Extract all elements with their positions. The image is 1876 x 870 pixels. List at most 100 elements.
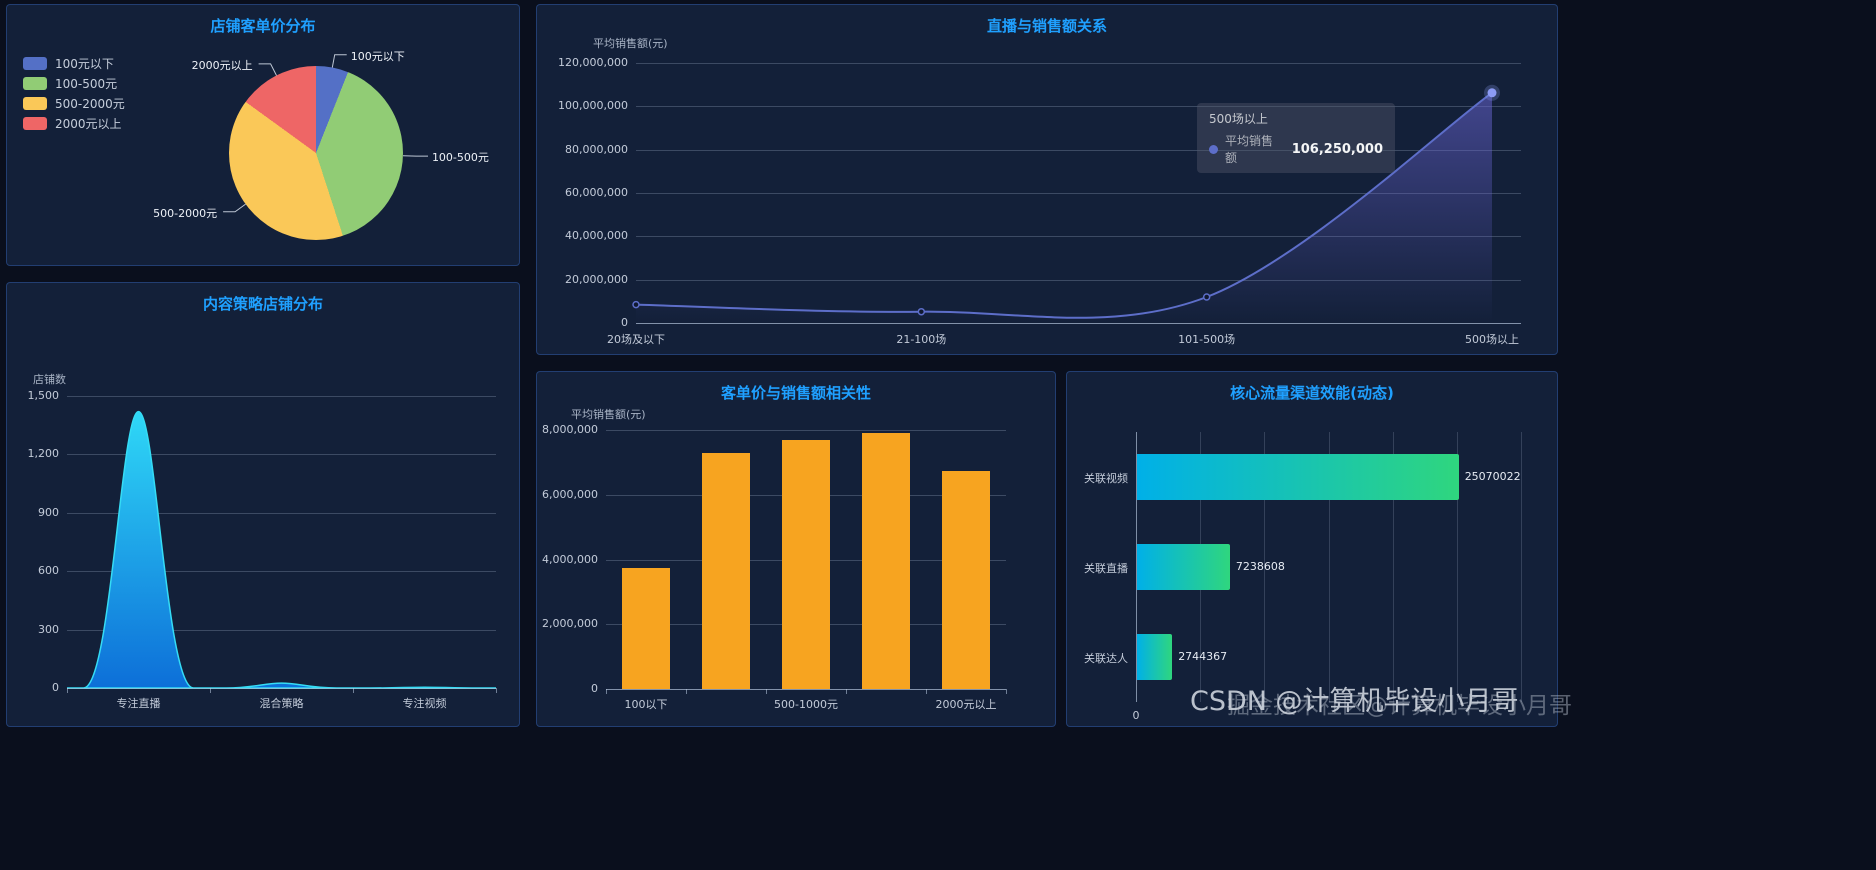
axis-tick bbox=[496, 688, 497, 693]
y-axis-name: 店铺数 bbox=[33, 373, 66, 386]
chart-title: 客单价与销售额相关性 bbox=[720, 384, 871, 402]
y-axis-tick-label: 2,000,000 bbox=[542, 617, 598, 631]
y-axis-tick-label: 300 bbox=[38, 622, 59, 636]
legend-item[interactable]: 100元以下 bbox=[23, 53, 125, 73]
x-axis-tick-label: 100以下 bbox=[624, 698, 668, 711]
chart-title: 直播与销售额关系 bbox=[986, 17, 1107, 35]
chart-title: 内容策略店铺分布 bbox=[202, 295, 323, 313]
axis-tick bbox=[686, 689, 687, 694]
panel-traffic-channel-bars: 核心流量渠道效能(动态) 0 关联视频 25070022 关联直播 7238608 关联达… bbox=[1066, 371, 1558, 727]
legend-item[interactable]: 100-500元 bbox=[23, 73, 125, 93]
bar[interactable] bbox=[1137, 544, 1230, 590]
legend-label: 500-2000元 bbox=[55, 96, 125, 111]
gridline bbox=[1456, 432, 1458, 702]
tooltip-category: 500场以上 bbox=[1209, 112, 1268, 126]
x-axis-tick-label: 混合策略 bbox=[259, 697, 304, 710]
watermark-csdn: CSDN @计算机毕设小月哥 bbox=[1190, 686, 1519, 717]
y-axis-line bbox=[1136, 432, 1137, 702]
pie-slice-label: 100-500元 bbox=[431, 151, 489, 165]
legend-swatch-icon bbox=[23, 96, 47, 110]
x-axis-line bbox=[636, 323, 1521, 324]
y-axis-tick-label: 100,000,000 bbox=[558, 99, 628, 113]
y-axis-tick-label: 1,500 bbox=[27, 389, 60, 402]
y-axis-tick-label: 0 bbox=[591, 682, 598, 695]
y-axis-tick-label: 0 bbox=[621, 316, 628, 329]
panel-content-strategy: 内容策略店铺分布 店铺数 0 300 600 900 1,200 1,500 专注直播 混合策… bbox=[6, 282, 520, 727]
bar[interactable] bbox=[622, 567, 670, 689]
y-axis-tick-label: 40,000,000 bbox=[565, 229, 628, 243]
gridline bbox=[1264, 432, 1266, 702]
y-axis-tick-label: 6,000,000 bbox=[542, 487, 598, 501]
gridline bbox=[1521, 432, 1522, 702]
legend-label: 100元以下 bbox=[55, 56, 114, 71]
x-axis-tick-label: 21-100场 bbox=[896, 333, 947, 346]
y-axis-tick-label: 900 bbox=[38, 505, 59, 519]
series-marker-icon bbox=[1209, 144, 1218, 154]
y-axis-tick-label: 0 bbox=[52, 681, 59, 694]
chart-title: 店铺客单价分布 bbox=[210, 17, 316, 35]
gridline bbox=[67, 454, 496, 456]
bar[interactable] bbox=[702, 452, 750, 689]
y-axis-name: 平均销售额(元) bbox=[571, 408, 646, 421]
y-axis-tick-label: 20,000,000 bbox=[565, 272, 628, 286]
legend-swatch-icon bbox=[23, 56, 47, 70]
x-axis-tick-label: 2000元以上 bbox=[935, 698, 997, 711]
bar[interactable] bbox=[1137, 454, 1459, 500]
pie-slice-label: 100元以下 bbox=[350, 49, 405, 63]
gridline bbox=[1328, 432, 1330, 702]
tooltip-value: 106,250,000 bbox=[1291, 141, 1383, 157]
bar[interactable] bbox=[862, 433, 910, 689]
legend: 100元以下 100-500元 500-2000元 2000元以上 bbox=[23, 53, 125, 133]
gridline bbox=[636, 236, 1521, 238]
line-chart-canvas bbox=[632, 84, 1500, 323]
legend-item[interactable]: 2000元以上 bbox=[23, 113, 125, 133]
area-series[interactable] bbox=[67, 410, 496, 689]
x-axis-tick-label: 500-1000元 bbox=[774, 698, 838, 711]
gridline bbox=[636, 193, 1521, 194]
panel-customer-price-pie: 店铺客单价分布 100元以下 100-500元 500-2000元 2000元以上 1… bbox=[6, 4, 520, 266]
category-label: 关联视频 bbox=[1084, 472, 1128, 485]
category-label: 关联达人 bbox=[1084, 652, 1128, 665]
pie-slice-label: 2000元以上 bbox=[191, 58, 253, 72]
legend-swatch-icon bbox=[23, 116, 47, 130]
y-axis-tick-label: 80,000,000 bbox=[565, 142, 628, 156]
gridline bbox=[636, 63, 1521, 64]
y-axis-tick-label: 8,000,000 bbox=[542, 423, 598, 436]
legend-swatch-icon bbox=[23, 76, 47, 90]
gridline bbox=[1392, 432, 1394, 702]
pie-chart[interactable] bbox=[229, 66, 403, 240]
x-axis-tick-label: 专注直播 bbox=[116, 697, 161, 710]
bar-value-label: 25070022 bbox=[1464, 470, 1521, 483]
bar[interactable] bbox=[782, 439, 830, 689]
bar[interactable] bbox=[942, 470, 990, 689]
bar[interactable] bbox=[1137, 634, 1173, 680]
x-axis-tick-label: 0 bbox=[1132, 709, 1140, 722]
legend-label: 100-500元 bbox=[55, 76, 118, 91]
gridline bbox=[67, 396, 496, 397]
area-chart-canvas bbox=[67, 410, 496, 689]
pie-slice-label: 500-2000元 bbox=[153, 206, 218, 220]
x-axis-tick-label: 500场以上 bbox=[1465, 333, 1519, 346]
x-axis-tick-label: 专注视频 bbox=[402, 697, 447, 710]
gridline bbox=[67, 629, 496, 631]
gridline bbox=[636, 279, 1521, 281]
axis-tick bbox=[846, 689, 847, 694]
y-axis-tick-label: 4,000,000 bbox=[542, 552, 598, 566]
axis-tick bbox=[766, 689, 767, 694]
y-axis-tick-label: 600 bbox=[38, 564, 59, 578]
y-axis-name: 平均销售额(元) bbox=[593, 37, 668, 50]
legend-item[interactable]: 500-2000元 bbox=[23, 93, 125, 113]
gridline bbox=[67, 512, 496, 514]
watermark-juejin: 掘金技术社区@计算机毕设小月哥 bbox=[1227, 693, 1572, 719]
category-label: 关联直播 bbox=[1084, 562, 1128, 575]
gridline bbox=[67, 571, 496, 573]
x-axis-tick-label: 20场及以下 bbox=[607, 333, 665, 346]
axis-tick bbox=[926, 689, 927, 694]
y-axis-tick-label: 1,200 bbox=[27, 447, 60, 461]
x-axis-line bbox=[67, 688, 496, 689]
bar-value-label: 2744367 bbox=[1178, 650, 1228, 663]
axis-tick bbox=[353, 688, 354, 693]
x-axis-tick-label: 101-500场 bbox=[1178, 333, 1236, 346]
chart-tooltip: 500场以上 平均销售额 106,250,000 bbox=[1197, 103, 1395, 173]
